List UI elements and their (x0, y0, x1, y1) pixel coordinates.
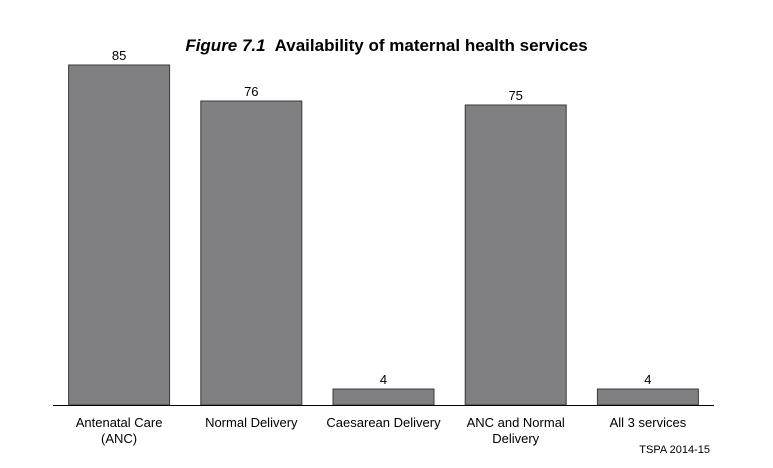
bar (464, 104, 567, 406)
category-label: All 3 services (610, 415, 687, 430)
data-label: 85 (112, 48, 126, 63)
data-label: 75 (508, 88, 522, 103)
category-label: Caesarean Delivery (326, 415, 441, 430)
bar (596, 388, 699, 406)
category-label: Normal Delivery (205, 415, 298, 430)
bar (332, 388, 435, 406)
figure-label: Figure 7.1 (185, 36, 266, 55)
category-label: Antenatal Care (76, 415, 163, 430)
data-label: 4 (380, 372, 387, 387)
category-label: Delivery (492, 431, 539, 446)
chart-title: Figure 7.1 Availability of maternal healt… (0, 36, 773, 56)
figure-title: Availability of maternal health services (274, 36, 588, 55)
data-label: 76 (244, 84, 258, 99)
data-label: 4 (644, 372, 651, 387)
bar (200, 100, 303, 406)
bar (68, 64, 171, 406)
category-label: (ANC) (101, 431, 137, 446)
category-label: ANC and Normal (467, 415, 565, 430)
source-note: TSPA 2014-15 (639, 444, 710, 456)
